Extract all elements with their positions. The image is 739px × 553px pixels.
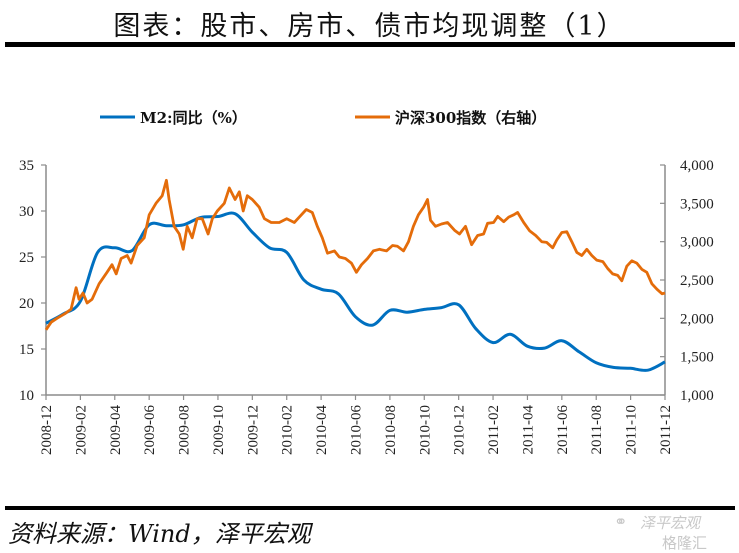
title-divider [5,42,735,47]
right-tick-label: 4,000 [680,158,714,174]
line-chart: 10 15 20 25 30 35 1,000 1,500 2,000 2,500 3,000 3,5… [19,109,714,455]
wechat-icon: ⚭ [614,512,628,531]
series-line-m2 [45,211,666,372]
x-tick-label: 2010-08 [383,405,399,455]
x-tick-label: 2009-04 [108,405,124,455]
x-tick-label: 2010-10 [417,405,433,455]
x-tick-label: 2010-04 [314,405,330,455]
left-tick-label: 20 [19,296,34,312]
right-tick-label: 1,500 [680,350,714,366]
series-line-csi300 [44,178,666,331]
x-tick-label: 2011-06 [555,405,571,455]
legend: M2:同比（%） 沪深300指数（右轴） [100,109,546,127]
watermark: ⚭ 泽平宏观 格隆汇 [610,510,735,552]
ticks: 10 15 20 25 30 35 1,000 1,500 2,000 2,500 3,000 3,5… [19,158,714,455]
x-tick-label: 2009-12 [245,405,261,455]
x-tick-label: 2010-02 [280,405,296,455]
x-tick-label: 2009-06 [142,405,158,455]
x-tick-label: 2010-06 [349,405,365,455]
axes [45,165,666,396]
right-tick-label: 2,000 [680,311,714,327]
left-tick-label: 30 [19,204,34,220]
x-tick-label: 2009-08 [177,405,193,455]
right-tick-label: 3,500 [680,196,714,212]
legend-label-m2: M2:同比（%） [140,109,247,127]
legend-label-csi300: 沪深300指数（右轴） [395,109,546,127]
x-tick-label: 2011-02 [486,405,502,454]
x-tick-label: 2011-12 [658,405,674,454]
left-tick-label: 15 [19,342,34,358]
x-tick-label: 2011-10 [624,405,640,454]
left-tick-label: 35 [19,158,34,174]
watermark-logo-text: 格隆汇 [662,534,708,552]
x-tick-label: 2009-02 [73,405,89,455]
series-lines [44,178,666,372]
x-tick-label: 2010-12 [452,405,468,455]
x-tick-label: 2009-10 [211,405,227,455]
x-tick-label: 2008-12 [39,405,55,455]
watermark-text: 泽平宏观 [640,514,701,532]
footer-divider [5,506,735,510]
right-tick-label: 2,500 [680,273,714,289]
left-tick-label: 10 [19,388,34,404]
chart-title: 图表：股市、房市、债市均现调整（1） [113,11,626,42]
right-tick-label: 3,000 [680,235,714,251]
right-tick-label: 1,000 [680,388,714,404]
left-tick-label: 25 [19,250,34,266]
source-note: 资料来源：Wind，泽平宏观 [8,520,311,548]
x-tick-label: 2011-04 [520,405,536,455]
x-tick-label: 2011-08 [589,405,605,454]
